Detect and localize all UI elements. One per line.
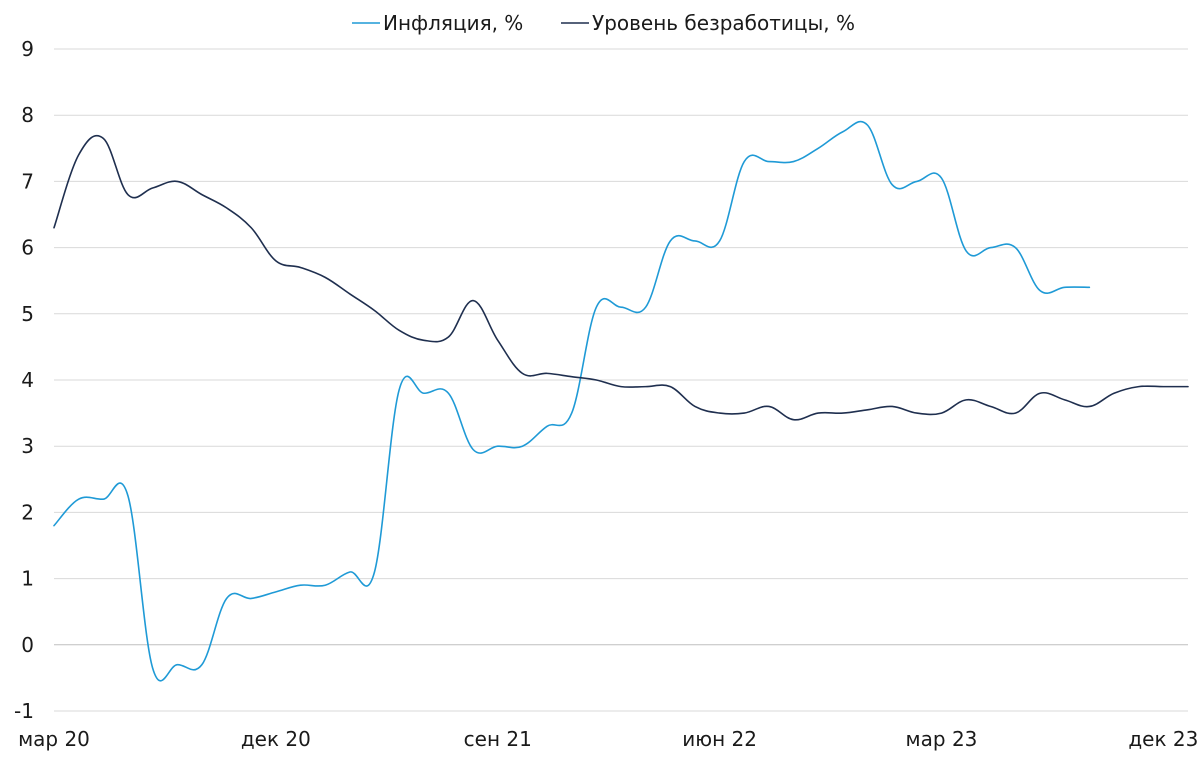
legend: Инфляция, % Уровень безработицы, % <box>352 11 855 35</box>
y-tick-label: 6 <box>21 236 34 260</box>
series-line-inflation <box>53 120 1091 682</box>
y-tick-label: 0 <box>21 633 34 657</box>
y-tick-label: 2 <box>21 500 34 524</box>
legend-label-unemployment: Уровень безработицы, % <box>592 11 855 35</box>
series-line-unemployment <box>53 134 1189 421</box>
x-tick-label: дек 20 <box>241 727 311 751</box>
y-tick-label: 8 <box>21 103 34 127</box>
x-tick-label: июн 22 <box>682 727 757 751</box>
y-tick-label: 7 <box>21 169 34 193</box>
series-group <box>53 120 1189 682</box>
y-tick-label: -1 <box>14 699 34 723</box>
x-tick-label: дек 23 <box>1128 727 1198 751</box>
y-tick-label: 5 <box>21 302 34 326</box>
y-axis: -1 0 1 2 3 4 5 6 7 8 9 <box>14 37 34 723</box>
y-tick-label: 9 <box>21 37 34 61</box>
y-tick-label: 4 <box>21 368 34 392</box>
x-tick-label: сен 21 <box>464 727 532 751</box>
grid <box>54 48 1188 712</box>
legend-label-inflation: Инфляция, % <box>383 11 523 35</box>
x-tick-label: мар 20 <box>18 727 90 751</box>
y-tick-label: 3 <box>21 434 34 458</box>
x-axis: мар 20 дек 20 сен 21 июн 22 мар 23 дек 23 <box>18 727 1198 751</box>
x-tick-label: мар 23 <box>906 727 978 751</box>
y-tick-label: 1 <box>21 567 34 591</box>
